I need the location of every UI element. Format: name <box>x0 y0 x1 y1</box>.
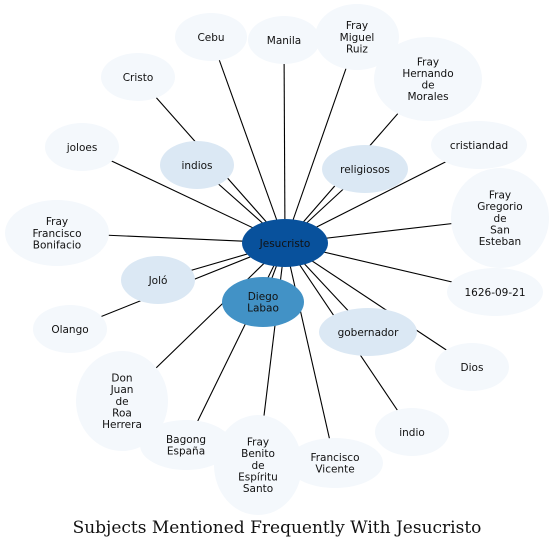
node-fray-francisco-bonifacio: Fray Francisco Bonifacio <box>5 200 109 266</box>
node-gobernador-label: gobernador <box>338 327 400 339</box>
node-fray-benito-de-espiritu-santo-label: Fray Benito de Espíritu Santo <box>238 437 278 495</box>
node-cebu-label: Cebu <box>197 32 224 44</box>
node-cristo-ellipse <box>101 53 175 101</box>
node-fray-miguel-ruiz-ellipse <box>315 4 399 70</box>
node-dios: Dios <box>435 343 509 391</box>
node-indios-label: indios <box>181 160 212 172</box>
node-olango: Olango <box>33 305 107 353</box>
network-svg: Cebu Manila Fray Miguel Ruiz Fray Hernando de Mo… <box>5 4 549 515</box>
node-manila: Manila <box>248 16 320 64</box>
node-bagong-espana: Bagong España <box>140 420 232 470</box>
node-diego-labao: Diego Labao <box>222 277 304 327</box>
node-dios-label: Dios <box>461 362 484 374</box>
node-religiosos-label: religiosos <box>340 164 390 176</box>
edge-joloes <box>81 146 286 244</box>
node-fray-hernando-de-morales-label: Fray Hernando de Morales <box>402 56 453 103</box>
node-1626-09-21-label: 1626-09-21 <box>464 287 525 299</box>
node-joloes-ellipse <box>45 123 119 171</box>
node-indios: indios <box>160 141 234 189</box>
node-indio-label: indio <box>399 427 425 439</box>
edge-cebu <box>210 36 286 244</box>
node-fray-benito-de-espiritu-santo-ellipse <box>214 415 302 515</box>
node-center: Jesucristo <box>242 219 328 267</box>
node-1626-09-21-ellipse <box>447 268 543 316</box>
node-center-ellipse <box>242 219 328 267</box>
node-cebu: Cebu <box>175 13 247 61</box>
node-bagong-espana-label: Bagong España <box>166 434 206 458</box>
node-gobernador: gobernador <box>319 308 417 356</box>
node-religiosos-ellipse <box>322 145 408 193</box>
node-cebu-ellipse <box>175 13 247 61</box>
node-fray-francisco-bonifacio-label: Fray Francisco Bonifacio <box>32 216 81 251</box>
node-religiosos: religiosos <box>322 145 408 193</box>
node-jolo-ellipse <box>121 256 195 304</box>
node-fray-benito-de-espiritu-santo: Fray Benito de Espíritu Santo <box>214 415 302 515</box>
node-cristo-label: Cristo <box>123 72 154 84</box>
node-indios-ellipse <box>160 141 234 189</box>
node-manila-label: Manila <box>267 35 301 47</box>
node-bagong-espana-ellipse <box>140 420 232 470</box>
node-cristo: Cristo <box>101 53 175 101</box>
node-olango-ellipse <box>33 305 107 353</box>
node-francisco-vicente-label: Francisco Vicente <box>310 452 359 476</box>
node-don-juan-de-roa-herrera-ellipse <box>76 351 168 451</box>
node-francisco-vicente-ellipse <box>287 438 383 488</box>
node-joloes-label: joloes <box>66 142 98 154</box>
node-dios-ellipse <box>435 343 509 391</box>
node-diego-labao-label: Diego Labao <box>247 291 279 315</box>
node-joloes: joloes <box>45 123 119 171</box>
edge-bagong-espana <box>185 242 286 446</box>
edge-fray-miguel-ruiz <box>284 36 358 244</box>
node-indio: indio <box>375 408 449 456</box>
node-gobernador-ellipse <box>319 308 417 356</box>
node-cristiandad-label: cristiandad <box>450 140 508 152</box>
node-fray-hernando-de-morales-ellipse <box>374 37 482 121</box>
node-diego-labao-ellipse <box>222 277 304 327</box>
node-indio-ellipse <box>375 408 449 456</box>
node-center-label: Jesucristo <box>259 238 311 250</box>
node-fray-gregorio-de-san-esteban: Fray Gregorio de San Esteban <box>451 168 549 268</box>
node-jolo: Joló <box>121 256 195 304</box>
node-don-juan-de-roa-herrera: Don Juan de Roa Herrera <box>76 351 168 451</box>
node-cristiandad-ellipse <box>431 121 527 169</box>
node-fray-miguel-ruiz: Fray Miguel Ruiz <box>315 4 399 70</box>
node-fray-francisco-bonifacio-ellipse <box>5 200 109 266</box>
node-fray-gregorio-de-san-esteban-label: Fray Gregorio de San Esteban <box>477 190 522 248</box>
node-cristiandad: cristiandad <box>431 121 527 169</box>
edge-manila <box>283 39 286 244</box>
node-fray-hernando-de-morales: Fray Hernando de Morales <box>374 37 482 121</box>
node-manila-ellipse <box>248 16 320 64</box>
node-fray-miguel-ruiz-label: Fray Miguel Ruiz <box>340 20 375 55</box>
node-fray-gregorio-de-san-esteban-ellipse <box>451 168 549 268</box>
node-don-juan-de-roa-herrera-label: Don Juan de Roa Herrera <box>102 373 142 431</box>
node-layer: Cebu Manila Fray Miguel Ruiz Fray Hernando de Mo… <box>5 4 549 515</box>
edge-dios <box>284 242 473 368</box>
node-1626-09-21: 1626-09-21 <box>447 268 543 316</box>
node-francisco-vicente: Francisco Vicente <box>287 438 383 488</box>
diagram-title: Subjects Mentioned Frequently With Jesuc… <box>72 518 482 538</box>
edge-francisco-vicente <box>284 242 336 464</box>
node-olango-label: Olango <box>51 324 88 336</box>
node-jolo-label: Joló <box>148 275 168 287</box>
